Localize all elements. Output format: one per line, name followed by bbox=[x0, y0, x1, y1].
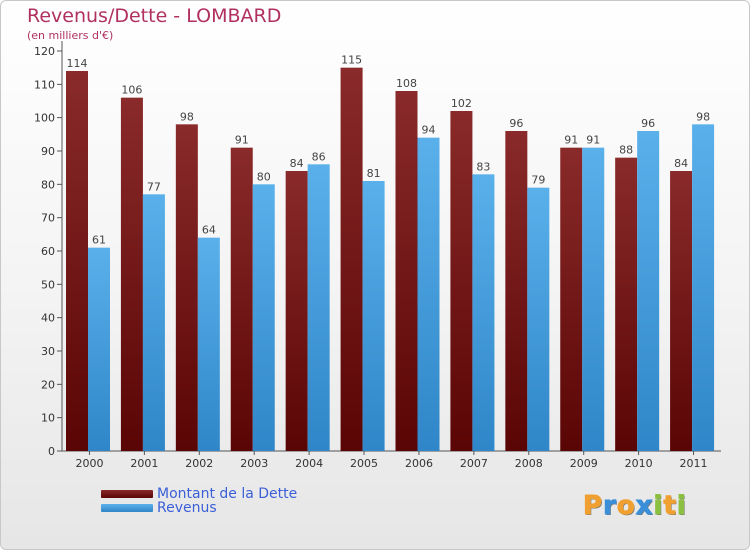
data-label: 80 bbox=[257, 170, 271, 183]
bar-revenue bbox=[197, 237, 220, 451]
y-tick-label: 10 bbox=[41, 412, 55, 425]
bar-revenue bbox=[252, 184, 275, 452]
data-label: 77 bbox=[147, 180, 161, 193]
y-tick-label: 50 bbox=[41, 278, 55, 291]
bar-revenue bbox=[417, 137, 440, 451]
y-tick-label: 100 bbox=[34, 112, 55, 125]
data-label: 98 bbox=[180, 110, 194, 123]
data-label: 79 bbox=[531, 174, 545, 187]
data-label: 96 bbox=[641, 117, 655, 130]
y-tick-label: 70 bbox=[41, 212, 55, 225]
bar-debt bbox=[340, 67, 363, 452]
bar-debt bbox=[505, 131, 528, 451]
bar-debt bbox=[175, 124, 198, 451]
bar-revenue bbox=[307, 164, 330, 452]
data-label: 81 bbox=[367, 167, 381, 180]
bar-debt bbox=[120, 97, 143, 452]
bar-revenue bbox=[142, 194, 165, 452]
y-tick-label: 40 bbox=[41, 312, 55, 325]
y-tick-label: 80 bbox=[41, 178, 55, 191]
data-label: 98 bbox=[696, 110, 710, 123]
data-label: 91 bbox=[564, 134, 578, 147]
x-tick-label: 2005 bbox=[350, 457, 378, 470]
bar-revenue bbox=[88, 247, 110, 451]
data-label: 61 bbox=[92, 234, 106, 247]
bar-revenue bbox=[637, 131, 660, 451]
x-tick-label: 2007 bbox=[460, 457, 488, 470]
logo-letter: P bbox=[582, 491, 604, 522]
y-tick-label: 20 bbox=[41, 378, 55, 391]
legend-label-revenue: Revenus bbox=[157, 500, 217, 516]
x-tick-label: 2002 bbox=[185, 457, 213, 470]
data-label: 64 bbox=[202, 224, 216, 237]
x-tick-label: 2004 bbox=[295, 457, 323, 470]
logo-letter: x bbox=[635, 491, 654, 522]
data-label: 114 bbox=[67, 57, 88, 70]
data-label: 84 bbox=[674, 157, 688, 170]
legend-swatch-revenue bbox=[101, 504, 153, 512]
bar-revenue bbox=[692, 124, 715, 451]
legend-item-revenue: Revenus bbox=[101, 501, 297, 515]
proxiti-logo: Proxiti bbox=[582, 491, 687, 522]
bar-debt bbox=[285, 171, 308, 451]
logo-letter: t bbox=[663, 491, 677, 522]
x-tick-label: 2001 bbox=[130, 457, 158, 470]
logo-letter: r bbox=[603, 491, 617, 522]
data-label: 108 bbox=[396, 77, 417, 90]
data-label: 88 bbox=[619, 144, 633, 157]
bar-debt bbox=[670, 171, 693, 451]
data-label: 83 bbox=[476, 160, 490, 173]
x-tick-label: 2010 bbox=[625, 457, 653, 470]
data-label: 106 bbox=[121, 84, 142, 97]
bar-revenue bbox=[472, 174, 495, 452]
x-tick-label: 2000 bbox=[75, 457, 103, 470]
y-tick-label: 30 bbox=[41, 345, 55, 358]
bar-debt bbox=[615, 157, 638, 451]
bar-revenue bbox=[582, 147, 605, 451]
y-tick-label: 90 bbox=[41, 145, 55, 158]
y-tick-label: 110 bbox=[34, 78, 55, 91]
data-label: 84 bbox=[290, 157, 304, 170]
chart-legend: Montant de la Dette Revenus bbox=[101, 487, 297, 515]
bar-debt bbox=[230, 147, 253, 451]
data-label: 94 bbox=[422, 124, 436, 137]
data-label: 86 bbox=[312, 150, 326, 163]
data-label: 102 bbox=[451, 97, 472, 110]
data-label: 115 bbox=[341, 54, 362, 67]
bar-debt bbox=[450, 111, 473, 451]
data-label: 91 bbox=[235, 134, 249, 147]
bar-revenue bbox=[362, 181, 385, 451]
chart-title: Revenus/Dette - LOMBARD bbox=[27, 5, 282, 27]
x-tick-label: 2003 bbox=[240, 457, 268, 470]
logo-letter: i bbox=[676, 491, 687, 522]
x-tick-label: 2008 bbox=[515, 457, 543, 470]
legend-swatch-debt bbox=[101, 490, 153, 498]
bar-revenue bbox=[527, 187, 550, 451]
bar-debt bbox=[66, 71, 88, 451]
x-tick-label: 2006 bbox=[405, 457, 433, 470]
data-label: 91 bbox=[586, 134, 600, 147]
data-label: 96 bbox=[509, 117, 523, 130]
y-tick-label: 60 bbox=[41, 245, 55, 258]
x-tick-label: 2011 bbox=[680, 457, 708, 470]
logo-letter: i bbox=[653, 491, 664, 522]
y-tick-label: 120 bbox=[34, 45, 55, 58]
legend-label-debt: Montant de la Dette bbox=[157, 486, 298, 502]
x-tick-label: 2009 bbox=[570, 457, 598, 470]
logo-letter: o bbox=[616, 491, 636, 522]
y-tick-label: 0 bbox=[48, 445, 55, 458]
bar-debt bbox=[395, 91, 418, 451]
bar-debt bbox=[560, 147, 583, 451]
legend-item-debt: Montant de la Dette bbox=[101, 487, 297, 501]
chart-subtitle: (en milliers d'€) bbox=[27, 29, 114, 42]
